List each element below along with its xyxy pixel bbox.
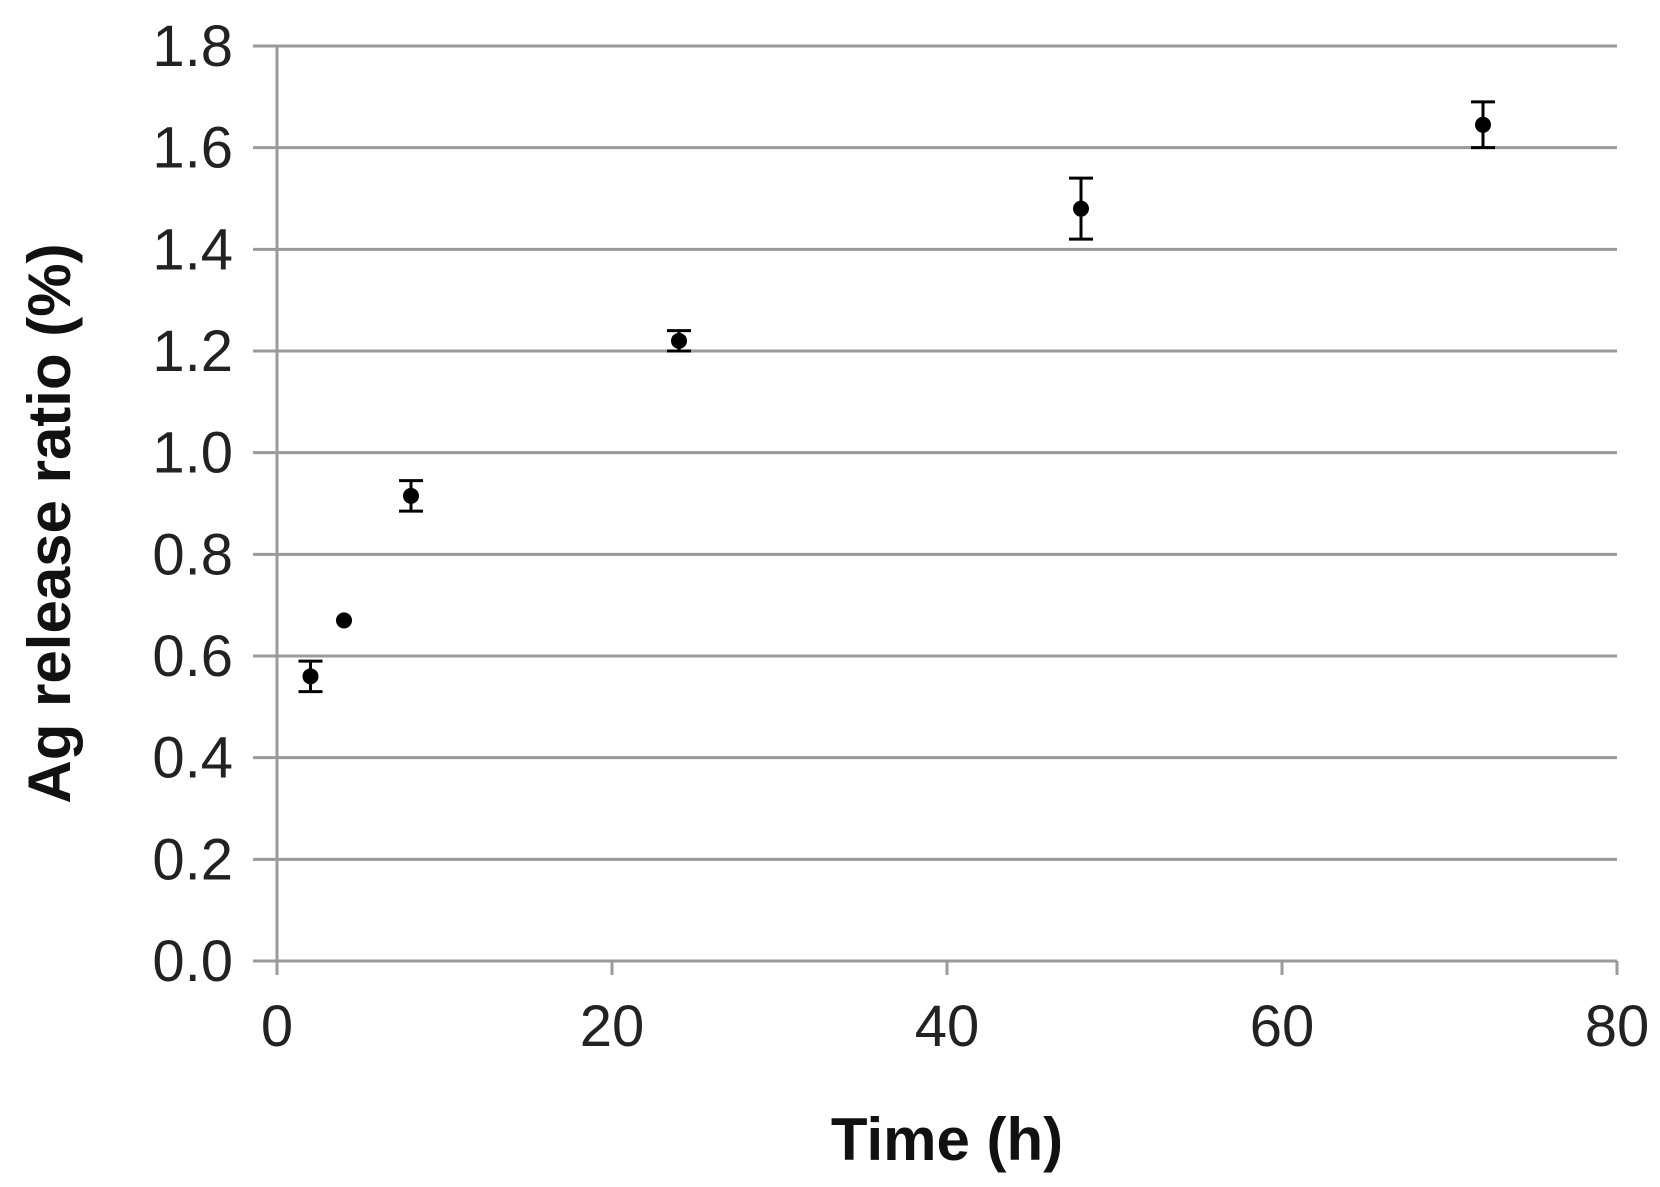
x-tick-label: 80: [1585, 994, 1650, 1059]
x-tick-label: 20: [580, 994, 645, 1059]
y-tick-label: 0.8: [152, 522, 233, 587]
x-tick-label: 40: [915, 994, 980, 1059]
y-tick-label: 1.4: [152, 217, 233, 282]
y-tick-label: 0.2: [152, 827, 233, 892]
y-tick-label: 0.0: [152, 929, 233, 994]
data-point: [403, 487, 419, 504]
y-tick-label: 0.4: [152, 726, 233, 791]
y-tick-label: 0.6: [152, 624, 233, 689]
data-point: [336, 612, 352, 629]
y-tick-label: 1.2: [152, 319, 233, 384]
y-tick-label: 1.0: [152, 421, 233, 486]
data-point: [1073, 200, 1089, 217]
y-tick-label: 1.6: [152, 116, 233, 181]
x-tick-labels: 0 20 40 60 80: [261, 994, 1649, 1059]
x-tick-label: 60: [1250, 994, 1315, 1059]
axes: [275, 46, 1619, 975]
data-point: [1475, 116, 1491, 133]
y-axis-title: Ag release ratio (%): [16, 243, 83, 803]
data-point: [302, 668, 319, 685]
y-tick-label: 1.8: [152, 14, 233, 79]
y-tick-labels: 0.0 0.2 0.4 0.6 0.8 1.0 1.2 1.4 1.6 1.8: [152, 14, 233, 994]
x-tick-label: 0: [261, 994, 293, 1059]
x-axis-title: Time (h): [831, 1106, 1063, 1173]
data-points: [298, 100, 1495, 694]
gridlines: [253, 44, 1617, 963]
data-point: [671, 332, 687, 349]
